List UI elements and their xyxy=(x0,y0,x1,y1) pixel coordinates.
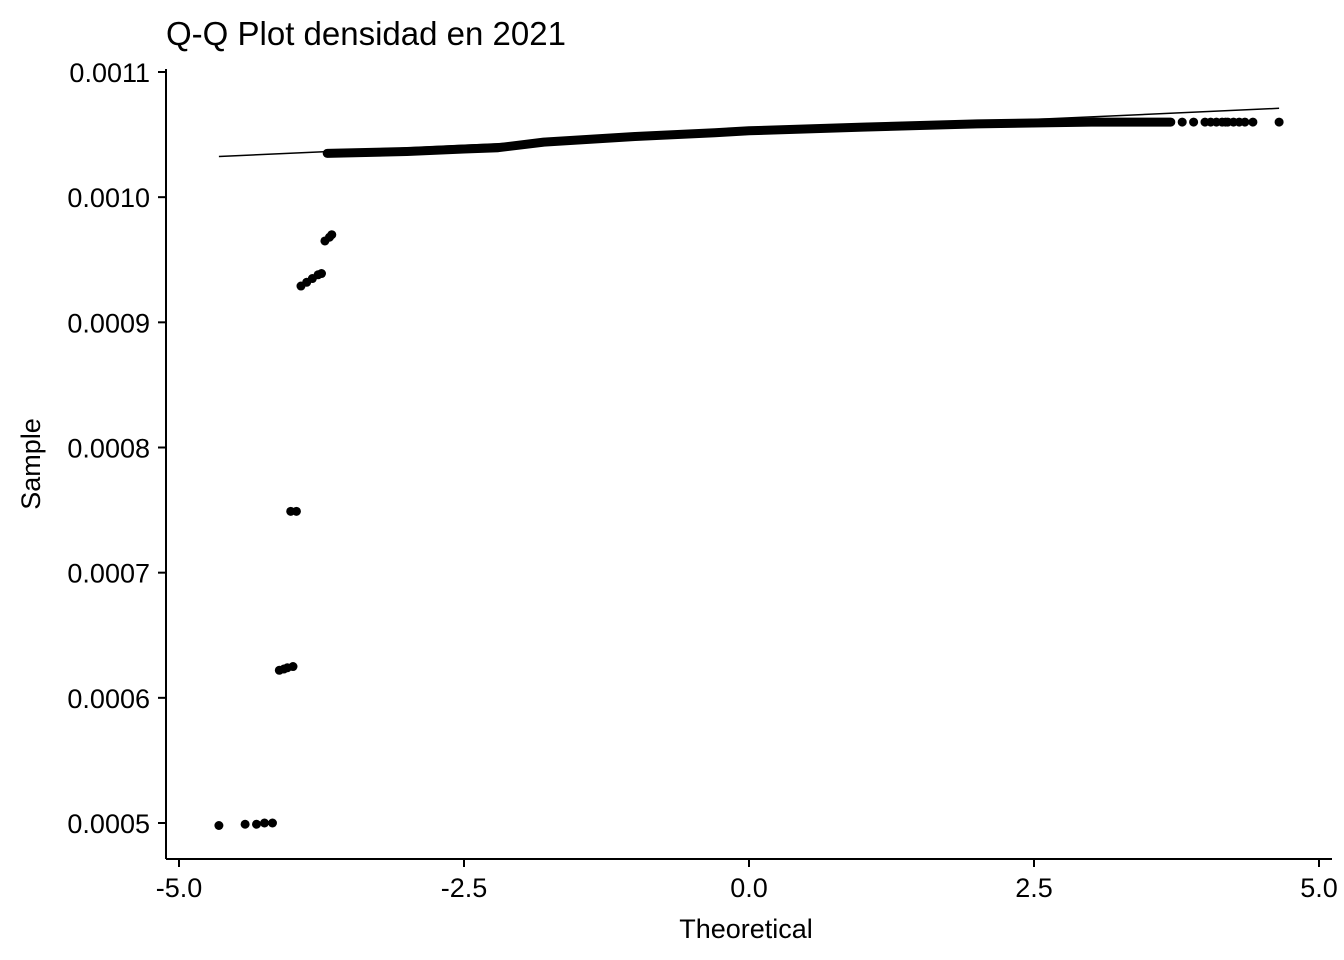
sample-band xyxy=(322,117,1176,158)
y-tick-label: 0.0005 xyxy=(67,809,150,839)
y-tick-label: 0.0011 xyxy=(69,58,150,88)
x-tick-label: -2.5 xyxy=(441,873,488,903)
data-point xyxy=(327,230,337,240)
chart-title: Q-Q Plot densidad en 2021 xyxy=(166,15,566,52)
y-tick-label: 0.0008 xyxy=(67,434,150,464)
data-point xyxy=(1177,117,1187,127)
data-point xyxy=(214,821,224,831)
y-axis-title: Sample xyxy=(16,418,46,510)
y-tick-label: 0.0007 xyxy=(67,559,150,589)
data-point xyxy=(1274,117,1284,127)
y-tick-label: 0.0006 xyxy=(67,684,150,714)
y-axis-ticks: 0.0005 0.0006 0.0007 0.0008 0.0009 0.0010 0.00… xyxy=(67,58,166,839)
plot-marks xyxy=(214,107,1284,831)
data-point xyxy=(288,662,298,672)
y-tick-label: 0.0010 xyxy=(67,183,150,213)
x-tick-label: 0.0 xyxy=(730,873,768,903)
data-point xyxy=(260,818,269,828)
x-tick-label: -5.0 xyxy=(156,873,203,903)
data-point xyxy=(291,506,301,516)
data-point xyxy=(252,819,262,829)
x-axis-ticks: -5.0 -2.5 0.0 2.5 5.0 xyxy=(156,859,1338,903)
data-point xyxy=(240,819,250,829)
data-point xyxy=(1248,117,1258,127)
y-tick-label: 0.0009 xyxy=(67,308,150,338)
reference-line xyxy=(218,107,1280,158)
data-point xyxy=(1240,117,1250,127)
x-tick-label: 2.5 xyxy=(1015,873,1053,903)
x-tick-label: 5.0 xyxy=(1300,873,1338,903)
data-point xyxy=(317,269,326,279)
x-axis-title: Theoretical xyxy=(679,914,813,944)
data-point xyxy=(267,818,277,828)
data-point xyxy=(1189,117,1199,127)
